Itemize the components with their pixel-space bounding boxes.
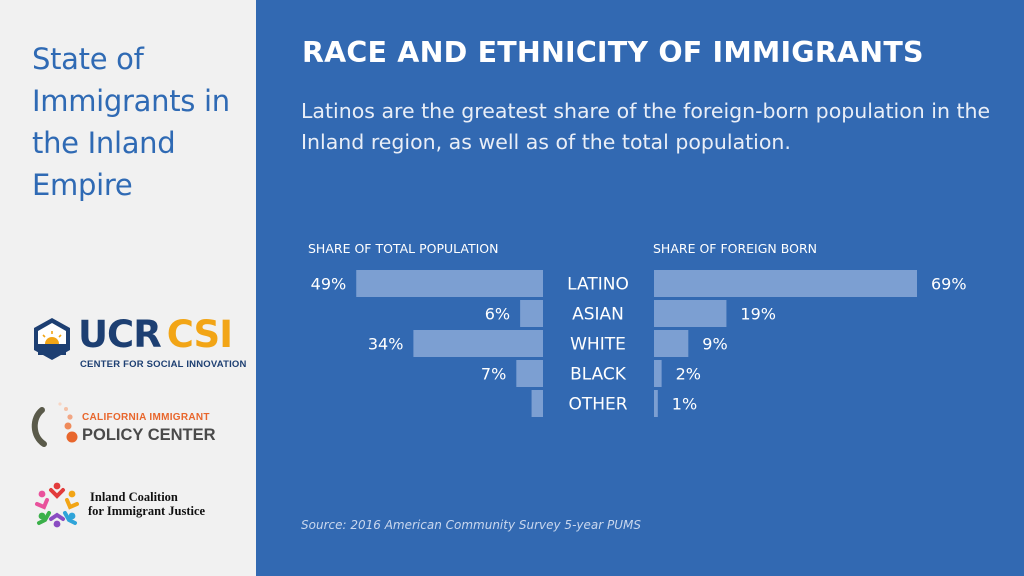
bar-total-asian (520, 300, 543, 327)
ucr-wordmark: UCR CSI (78, 313, 233, 356)
label-foreign-asian: 19% (740, 305, 776, 324)
report-title: State of Immigrants in the Inland Empire (32, 42, 230, 202)
bar-foreign-latino (654, 270, 917, 297)
ucr-subtitle: CENTER FOR SOCIAL INNOVATION (80, 359, 247, 370)
bar-total-white (413, 330, 543, 357)
label-foreign-black: 2% (676, 365, 701, 384)
ucr-shield-icon (34, 318, 70, 360)
bar-foreign-other (654, 390, 658, 417)
bar-foreign-black (654, 360, 662, 387)
cipc-line-1: CALIFORNIA IMMIGRANT (82, 412, 210, 423)
ucr-csi-logo: UCR CSI CENTER FOR SOCIAL INNOVATION (30, 313, 246, 380)
category-white: WHITE (570, 335, 626, 355)
label-total-white: 34% (368, 335, 404, 354)
main-panel: RACE AND ETHNICITY OF IMMIGRANTS Latinos… (256, 0, 1024, 576)
category-black: BLACK (570, 365, 627, 385)
bar-total-black (516, 360, 543, 387)
bar-foreign-asian (654, 300, 727, 327)
category-latino: LATINO (567, 275, 629, 295)
cipc-arc-icon (31, 402, 78, 447)
label-total-black: 7% (481, 365, 506, 384)
icij-line-2: for Immigrant Justice (88, 504, 206, 518)
category-other: OTHER (568, 395, 627, 415)
bar-total-latino (356, 270, 543, 297)
source-note: Source: 2016 American Community Survey 5… (301, 518, 641, 532)
left-series-header: SHARE OF TOTAL POPULATION (308, 241, 498, 256)
bar-foreign-white (654, 330, 689, 357)
cipc-logo: CALIFORNIA IMMIGRANT POLICY CENTER (30, 400, 230, 456)
label-foreign-white: 9% (702, 335, 727, 354)
label-total-asian: 6% (485, 305, 510, 324)
label-foreign-latino: 69% (931, 275, 967, 294)
butterfly-bar-chart: SHARE OF TOTAL POPULATION SHARE OF FOREIG… (308, 241, 967, 417)
headline: RACE AND ETHNICITY OF IMMIGRANTS (302, 36, 924, 69)
label-total-latino: 49% (311, 275, 347, 294)
category-asian: ASIAN (572, 305, 624, 325)
icij-line-1: Inland Coalition (90, 490, 178, 504)
cipc-line-2: POLICY CENTER (82, 426, 216, 444)
label-foreign-other: 1% (672, 395, 697, 414)
right-series-header: SHARE OF FOREIGN BORN (653, 241, 817, 256)
icij-logo: Inland Coalition for Immigrant Justice (32, 480, 242, 530)
sidebar: State of Immigrants in the Inland Empire… (0, 0, 256, 576)
subtitle: Latinos are the greatest share of the fo… (301, 99, 991, 154)
icij-people-circle-icon (35, 482, 79, 528)
bar-total-other (531, 390, 543, 417)
